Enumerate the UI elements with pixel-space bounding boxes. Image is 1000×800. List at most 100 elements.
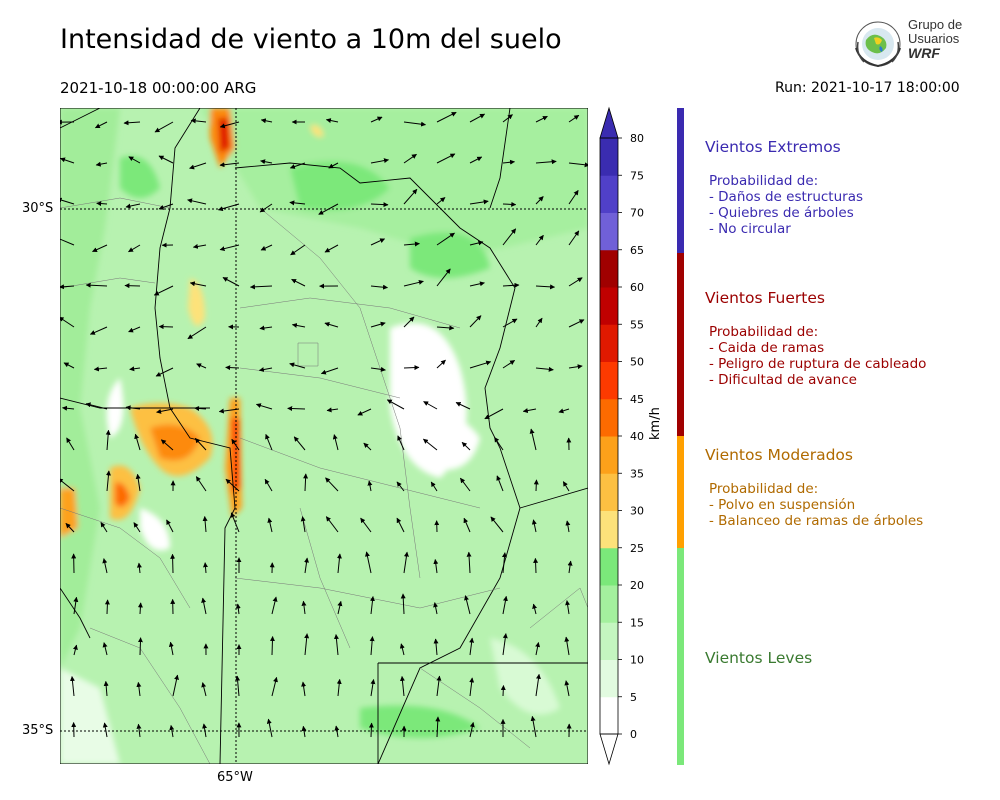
category-bar-moderados <box>677 436 684 548</box>
wind-arrow <box>125 405 141 411</box>
wind-arrow <box>535 317 543 328</box>
run-time: Run: 2021-10-17 18:00:00 <box>775 80 960 96</box>
wind-arrow <box>137 602 143 615</box>
wind-arrow <box>158 203 174 210</box>
wind-arrow <box>60 478 75 492</box>
wind-arrow <box>225 365 240 371</box>
wind-arrow <box>271 676 278 697</box>
wind-arrow <box>158 324 174 330</box>
colorbar-tick-label: 70 <box>630 207 644 220</box>
wind-arrow <box>403 316 415 328</box>
wind-arrow <box>368 722 374 738</box>
wind-arrow <box>369 636 375 656</box>
logo-line-3: WRF <box>908 45 940 61</box>
wind-arrow <box>469 637 475 656</box>
wind-arrow <box>128 326 141 333</box>
wind-arrow <box>189 281 207 287</box>
wind-arrow <box>490 516 504 533</box>
colorbar-segment <box>600 138 618 176</box>
wind-arrow <box>301 681 307 697</box>
wind-arrow <box>266 718 273 738</box>
colorbar-segment <box>600 622 618 660</box>
wind-arrow <box>522 408 537 414</box>
category-bar-fuertes <box>677 253 684 436</box>
wind-arrow <box>60 284 75 290</box>
logo-line-1: Grupo de <box>908 17 963 32</box>
category-title: Vientos Moderados <box>705 446 853 464</box>
wind-arrow <box>69 676 75 697</box>
wind-arrow <box>66 437 75 451</box>
wind-arrow <box>502 159 515 165</box>
wind-arrow <box>436 232 455 246</box>
wind-map <box>60 108 588 764</box>
wind-arrow <box>396 517 405 533</box>
wind-arrow <box>535 366 554 372</box>
colorbar-tick-label: 35 <box>630 467 644 480</box>
wind-arrow <box>325 516 339 533</box>
wind-arrow <box>187 198 207 205</box>
colorbar-tick-label: 5 <box>630 691 637 704</box>
wind-arrow <box>400 593 406 615</box>
wind-arrow <box>318 203 339 215</box>
wind-arrow <box>195 476 207 492</box>
wind-arrow <box>469 240 484 246</box>
colorbar-extend-max <box>599 106 619 139</box>
wind-arrow <box>562 481 570 492</box>
wind-arrow <box>463 517 471 533</box>
wind-arrow <box>231 438 240 451</box>
category-bar-extremos <box>677 108 684 253</box>
wind-arrow <box>95 161 108 167</box>
wind-arrow <box>502 114 513 123</box>
wind-arrow <box>93 366 108 372</box>
colorbar-tick-label: 50 <box>630 356 644 369</box>
wind-arrow <box>568 230 580 246</box>
lat-label-30s: 30°S <box>22 201 54 216</box>
wind-arrow <box>433 602 439 615</box>
category-title: Vientos Leves <box>705 649 813 667</box>
wind-arrow <box>433 638 439 656</box>
wind-arrow <box>65 523 75 533</box>
wind-arrow <box>289 362 306 369</box>
wind-arrow <box>484 408 504 420</box>
wind-arrow <box>337 600 343 615</box>
colorbar-segment <box>600 510 618 549</box>
wind-arrow <box>158 155 174 164</box>
category-title: Vientos Fuertes <box>705 289 825 307</box>
colorbar-unit: km/h <box>648 407 663 440</box>
wind-arrow <box>370 116 383 123</box>
wind-arrow <box>201 682 207 697</box>
wind-arrow <box>370 366 386 372</box>
wind-arrow <box>461 441 471 451</box>
wind-arrow <box>501 552 507 574</box>
wind-arrow <box>328 162 339 169</box>
wind-arrow <box>496 475 504 492</box>
wind-arrow <box>134 433 141 451</box>
wind-arrow <box>202 516 208 533</box>
wind-arrow <box>530 715 537 738</box>
wind-arrow <box>289 200 306 206</box>
wind-arrow <box>568 162 588 168</box>
wind-arrow <box>153 285 174 296</box>
category-leves: Vientos Leves <box>705 649 812 667</box>
wind-arrow <box>370 238 386 246</box>
wind-arrow <box>301 725 307 738</box>
wind-arrow <box>423 401 438 410</box>
wind-arrow <box>403 153 417 164</box>
wind-arrow <box>494 436 504 451</box>
wind-arrow <box>568 364 583 370</box>
wind-arrow <box>469 360 492 369</box>
wind-arrow <box>370 158 389 164</box>
wind-arrow <box>502 359 516 369</box>
wind-arrow <box>202 723 208 738</box>
category-line: - Dificultad de avance <box>709 372 857 388</box>
wind-arrow <box>203 562 208 574</box>
colorbar-tick-label: 40 <box>630 430 644 443</box>
wind-arrow <box>217 203 240 212</box>
wind-arrow <box>423 438 438 451</box>
wind-arrow <box>433 559 439 574</box>
wind-arrow <box>532 603 538 615</box>
wind-arrow <box>218 408 240 414</box>
wind-arrow <box>502 318 518 328</box>
wind-arrow <box>568 277 583 287</box>
wind-arrow <box>469 156 483 164</box>
